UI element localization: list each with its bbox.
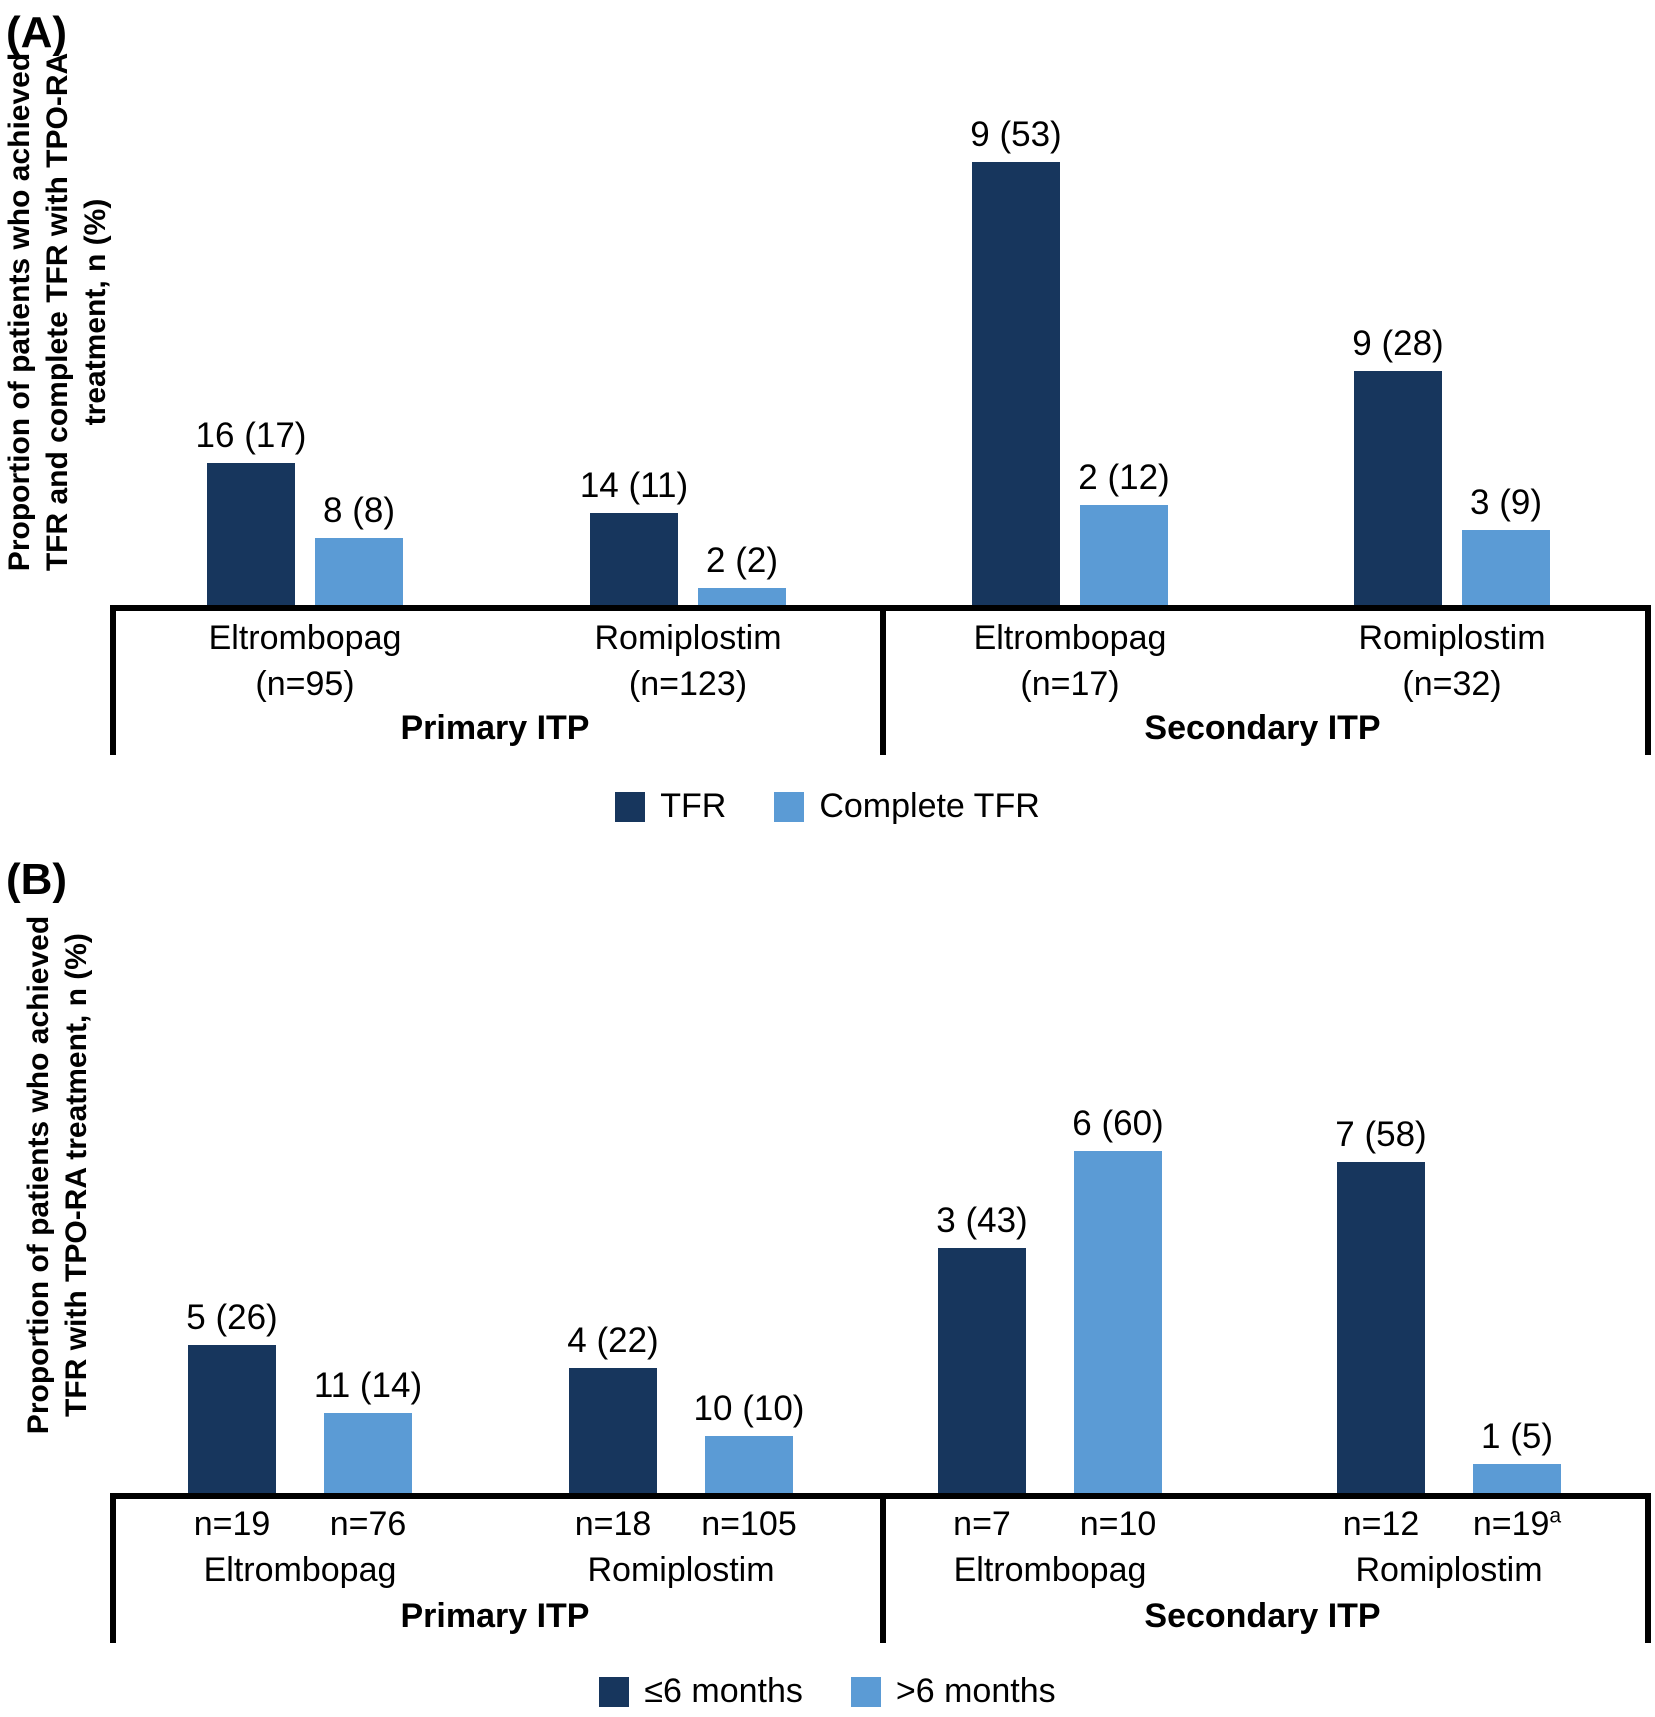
legend: TFR Complete TFR	[0, 787, 1655, 826]
bar-value-label: 16 (17)	[195, 416, 307, 455]
bar-value-label: 3 (9)	[1470, 483, 1542, 522]
group-sample-size-label: (n=17)	[1020, 665, 1120, 703]
bar	[207, 463, 295, 605]
x-axis-left-border	[110, 605, 116, 755]
sample-size-text: n=19	[193, 1505, 271, 1543]
sample-size-label: n=19	[194, 1505, 271, 1544]
bar-value-label: 5 (26)	[186, 1298, 278, 1337]
legend-label: Complete TFR	[819, 787, 1040, 825]
sample-size-text: n=7	[953, 1505, 1011, 1543]
bar-value-label: 6 (60)	[1072, 1104, 1164, 1143]
primary-secondary-divider	[880, 605, 886, 755]
y-axis-label-line: TFR with TPO-RA treatment, n (%)	[60, 933, 93, 1417]
bar-value-label: 10 (10)	[693, 1389, 805, 1428]
x-axis-right-border	[1645, 1493, 1651, 1643]
category-label: Eltrombopag	[973, 619, 1167, 657]
group-sample-size-label: (n=95)	[255, 665, 355, 703]
panel-tag: (A)	[6, 8, 68, 57]
bar-value-label: 8 (8)	[323, 491, 395, 530]
bar	[1354, 371, 1442, 605]
section-label: Secondary ITP	[1144, 1597, 1381, 1635]
bar-value-label: 11 (14)	[313, 1366, 423, 1405]
sample-size-footnote-marker: a	[1549, 1504, 1562, 1528]
bar-value-label: 14 (11)	[579, 466, 689, 505]
y-axis-label-line: Proportion of patients who achieved	[2, 52, 36, 572]
legend-label: TFR	[660, 787, 727, 825]
bar-value-label: 2 (12)	[1078, 458, 1170, 497]
sample-size-text: n=12	[1342, 1505, 1420, 1543]
legend-swatch	[599, 1676, 630, 1707]
y-axis-label-line: TFR and complete TFR with TPO-RA	[40, 52, 74, 572]
bar	[1337, 1162, 1425, 1493]
category-label: Romiplostim	[594, 619, 782, 657]
bar	[1473, 1464, 1561, 1493]
category-label: Eltrombopag	[953, 1551, 1147, 1589]
category-label: Romiplostim	[1355, 1551, 1543, 1589]
panel-tag: (B)	[6, 855, 68, 904]
x-axis-left-border	[110, 1493, 116, 1643]
y-axis-label-line: treatment, n (%)	[79, 198, 113, 426]
bar	[1080, 505, 1168, 605]
bar	[590, 513, 678, 605]
sample-size-text: n=105	[701, 1505, 797, 1543]
sample-size-label: n=10	[1080, 1505, 1157, 1544]
group-sample-size-label: (n=32)	[1402, 665, 1502, 703]
group-sample-size-label: (n=123)	[628, 665, 748, 703]
section-label: Secondary ITP	[1144, 709, 1381, 747]
sample-size-text: n=76	[329, 1505, 407, 1543]
bar	[324, 1413, 412, 1493]
sample-size-label: n=76	[330, 1505, 407, 1544]
bar-value-label: 7 (58)	[1335, 1115, 1427, 1154]
sample-size-text: n=10	[1079, 1505, 1157, 1543]
y-axis-label: Proportion of patients who achieved TFR w…	[20, 916, 96, 1434]
category-label: Romiplostim	[1358, 619, 1546, 657]
bar	[188, 1345, 276, 1493]
section-label: Primary ITP	[400, 709, 590, 747]
bar	[315, 538, 403, 605]
legend-swatch	[850, 1676, 881, 1707]
bar	[569, 1368, 657, 1493]
bar	[972, 162, 1060, 605]
bar-value-label: 4 (22)	[567, 1321, 659, 1360]
category-label: Eltrombopag	[208, 619, 402, 657]
legend-item: TFR	[615, 787, 726, 826]
sample-size-text: n=18	[574, 1505, 652, 1543]
y-axis-label: Proportion of patients who achieved TFR a…	[1, 53, 115, 571]
legend-item: ≤6 months	[599, 1672, 803, 1711]
category-label: Romiplostim	[587, 1551, 775, 1589]
primary-secondary-divider	[880, 1493, 886, 1643]
sample-size-label: n=105	[701, 1505, 797, 1544]
section-label: Primary ITP	[400, 1597, 590, 1635]
bar-value-label: 1 (5)	[1481, 1417, 1553, 1456]
bar-value-label: 2 (2)	[706, 541, 778, 580]
legend-swatch	[615, 791, 646, 822]
category-label: Eltrombopag	[203, 1551, 397, 1589]
legend-label: ≤6 months	[644, 1672, 803, 1710]
bar-value-label: 3 (43)	[936, 1201, 1028, 1240]
x-axis-right-border	[1645, 605, 1651, 755]
sample-size-label: n=7	[953, 1505, 1011, 1544]
sample-size-label: n=19a	[1473, 1505, 1561, 1544]
bar	[705, 1436, 793, 1493]
sample-size-text: n=19	[1472, 1505, 1550, 1543]
bar	[938, 1248, 1026, 1493]
sample-size-label: n=18	[575, 1505, 652, 1544]
bar	[1462, 530, 1550, 605]
y-axis-label-line: Proportion of patients who achieved	[21, 915, 55, 1435]
bar-value-label: 9 (53)	[970, 115, 1062, 154]
legend: ≤6 months >6 months	[0, 1672, 1655, 1711]
bar	[1074, 1151, 1162, 1493]
bar-value-label: 9 (28)	[1352, 324, 1444, 363]
sample-size-label: n=12	[1343, 1505, 1420, 1544]
legend-swatch	[774, 791, 805, 822]
legend-label: >6 months	[895, 1672, 1056, 1710]
legend-item: Complete TFR	[774, 787, 1040, 826]
legend-item: >6 months	[850, 1672, 1056, 1711]
bar	[698, 588, 786, 605]
